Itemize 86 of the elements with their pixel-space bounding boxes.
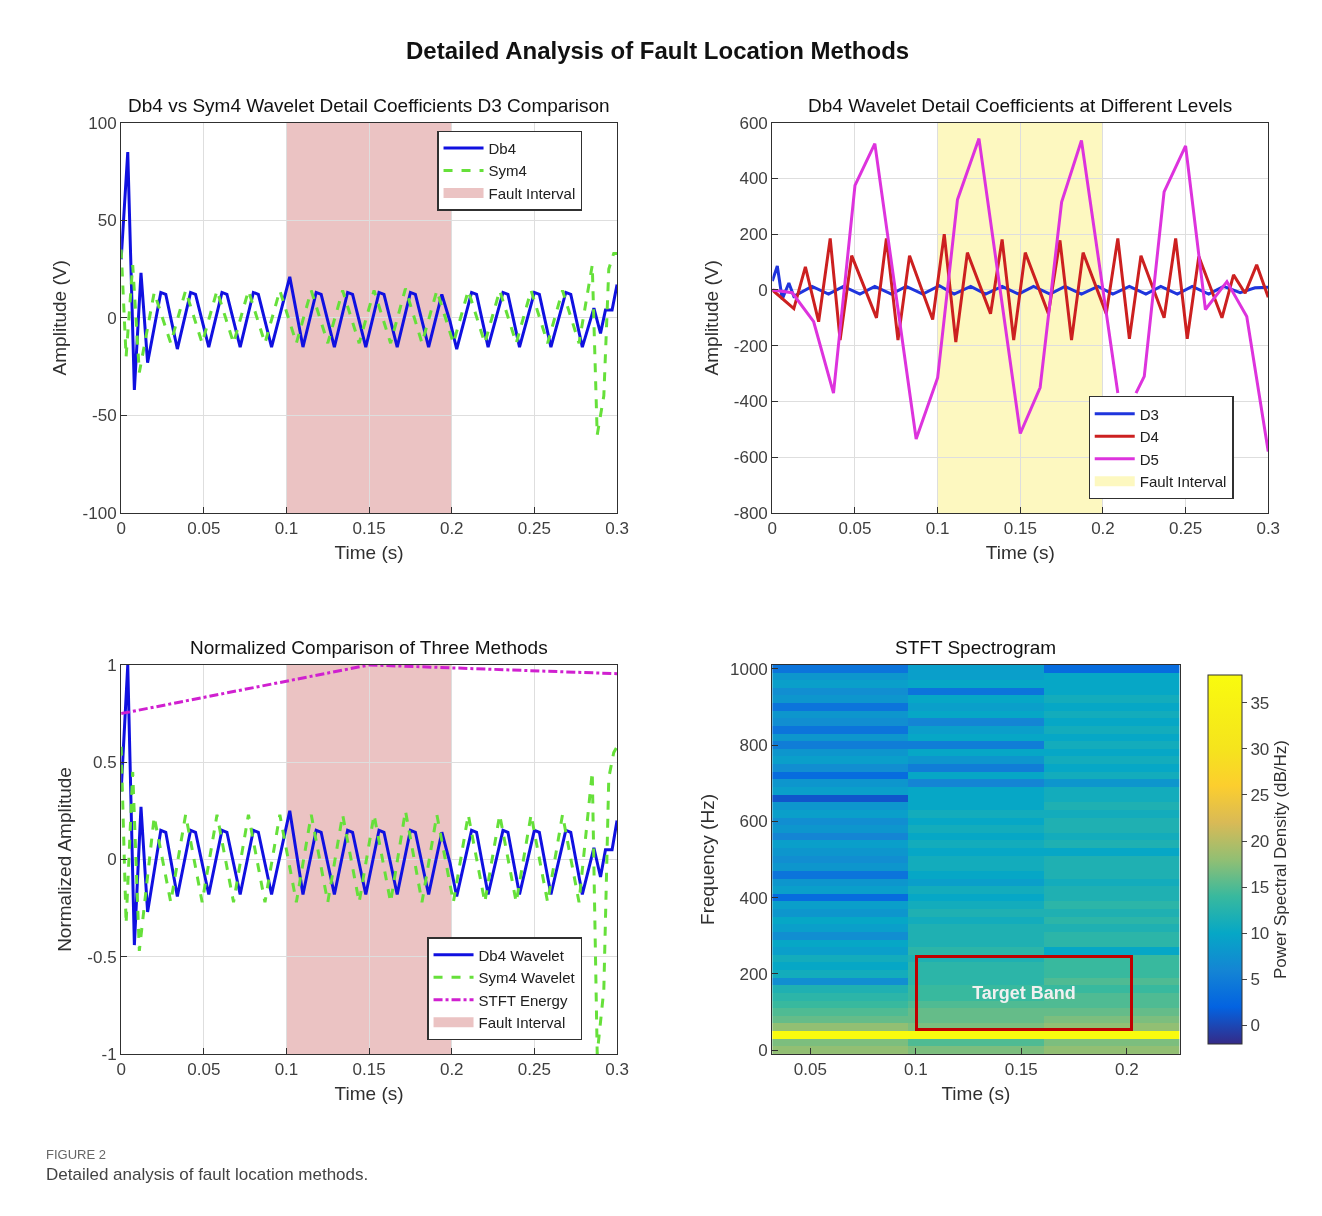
- color-bar-label: 25: [1250, 785, 1270, 805]
- line-series: [121, 664, 618, 947]
- y-tick-label: 1000: [730, 659, 768, 679]
- x-tick-label: 0.2: [439, 519, 464, 539]
- y-tick-label: -400: [733, 392, 768, 412]
- x-tick-label: 0.3: [1256, 519, 1281, 539]
- x-axis-title: Time (s): [985, 542, 1055, 564]
- x-tick-label: 0.3: [605, 519, 629, 539]
- y-tick-label: 0: [107, 308, 117, 328]
- color-bar-label: 5: [1250, 970, 1260, 990]
- legend-label: D3: [1139, 405, 1159, 423]
- y-tick-label: 200: [739, 964, 768, 984]
- x-tick-label: 0.3: [605, 1060, 629, 1080]
- y-tick-label: -0.5: [87, 947, 117, 967]
- y-axis-title: Amplitude (V): [49, 260, 71, 376]
- y-tick-label: 600: [739, 812, 768, 832]
- line-series: [121, 248, 618, 437]
- y-axis-title: Frequency (Hz): [696, 794, 718, 925]
- text: Detailed Analysis of Fault Location Methods: [406, 37, 910, 64]
- x-tick-label: 0.05: [838, 519, 872, 539]
- legend-label: Db4: [488, 139, 517, 157]
- legend-label: D5: [1139, 450, 1159, 468]
- y-tick-label: -600: [733, 448, 768, 468]
- band-label: Fault Interval: [478, 1014, 566, 1032]
- y-tick-label: -200: [733, 336, 768, 356]
- x-tick-label: 0.25: [1169, 519, 1203, 539]
- x-tick-label: 0.2: [439, 1060, 464, 1080]
- y-tick-label: 400: [739, 169, 768, 189]
- y-tick-label: 800: [739, 736, 768, 755]
- x-axis-title: Time (s): [334, 542, 404, 564]
- x-tick-label: 0.1: [274, 519, 299, 539]
- y-tick-label: 0: [107, 850, 117, 870]
- color-bar-label: 35: [1250, 693, 1270, 713]
- legend-label: D4: [1139, 428, 1159, 446]
- color-bar-label: 20: [1250, 831, 1270, 851]
- annotation: Target Band: [972, 983, 1076, 1003]
- caption: FIGURE 2: [46, 1147, 106, 1162]
- y-tick-label: -1: [101, 1044, 117, 1064]
- x-axis-title: Time (s): [334, 1083, 404, 1105]
- x-tick-label: 0.1: [274, 1060, 299, 1080]
- y-tick-label: 600: [739, 113, 768, 133]
- chart-title: Db4 Wavelet Detail Coefficients at Different Levels: [808, 95, 1233, 116]
- y-tick-label: 1: [107, 655, 117, 675]
- band-label: Fault Interval: [488, 184, 576, 202]
- x-tick-label: 0.15: [1004, 1060, 1038, 1080]
- x-tick-label: 0.25: [517, 519, 551, 539]
- color-bar-label: 15: [1250, 878, 1270, 898]
- y-axis-title: Amplitude (V): [700, 260, 722, 376]
- x-tick-label: 0.15: [352, 519, 386, 539]
- line-series: [121, 745, 618, 1054]
- legend-label: STFT Energy: [478, 991, 568, 1009]
- color-bar-label: 10: [1250, 924, 1270, 944]
- x-tick-label: 0.05: [187, 1060, 221, 1080]
- line-series: [772, 232, 1269, 344]
- x-tick-label: 0.1: [925, 519, 950, 539]
- x-tick-label: 0.2: [1114, 1060, 1139, 1080]
- chart-title: Db4 vs Sym4 Wavelet Detail Coefficients D3 Comparison: [128, 95, 610, 116]
- band-label: Fault Interval: [1139, 473, 1227, 491]
- y-tick-label: 100: [88, 113, 117, 133]
- y-axis-title: Normalized Amplitude: [54, 767, 76, 952]
- x-tick-label: 0.15: [1003, 519, 1037, 539]
- legend-label: Db4 Wavelet: [478, 946, 565, 964]
- color-bar-label: 0: [1250, 1016, 1260, 1036]
- chart-title: Normalized Comparison of Three Methods: [190, 637, 548, 658]
- legend-label: Sym4 Wavelet: [478, 969, 576, 987]
- y-tick-label: 200: [739, 225, 768, 245]
- y-tick-label: 0: [758, 1041, 768, 1061]
- y-tick-label: 50: [97, 211, 117, 231]
- x-axis-title: Time (s): [941, 1083, 1011, 1105]
- x-tick-label: 0.05: [793, 1060, 827, 1080]
- legend-label: Sym4: [488, 162, 527, 180]
- color-bar-title: Power Spectral Density (dB/Hz): [1271, 739, 1291, 979]
- y-tick-label: -800: [733, 503, 768, 523]
- text: Detailed analysis of fault location methods.: [46, 1165, 369, 1184]
- y-tick-label: -100: [82, 503, 117, 523]
- y-tick-label: 400: [739, 888, 768, 908]
- x-tick-label: 0.15: [352, 1060, 386, 1080]
- chart-title: STFT Spectrogram: [895, 637, 1057, 658]
- y-tick-label: 0: [758, 280, 768, 300]
- y-tick-label: -50: [92, 406, 117, 426]
- color-bar-label: 30: [1250, 739, 1270, 759]
- x-tick-label: 0.2: [1091, 519, 1115, 539]
- x-tick-label: 0.25: [517, 1060, 551, 1080]
- y-tick-label: 0.5: [93, 753, 117, 773]
- x-tick-label: 0.1: [903, 1060, 928, 1080]
- x-tick-label: 0.05: [187, 519, 221, 539]
